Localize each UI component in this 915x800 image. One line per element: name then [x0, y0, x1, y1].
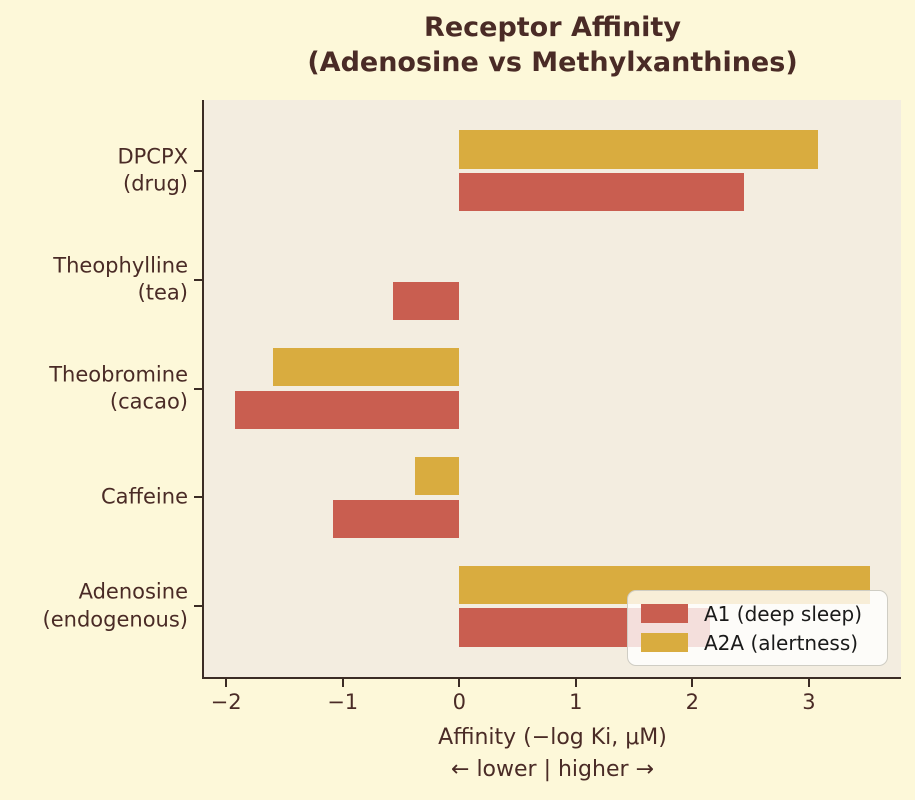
x-tick-label-0: −2 [210, 690, 242, 714]
plot-area: A1 (deep sleep) A2A (alertness) [204, 100, 901, 677]
bar-a1-2 [235, 390, 460, 429]
y-tick-mark-0 [194, 169, 202, 172]
legend-swatch-a1 [641, 604, 688, 623]
x-tick-label-1: −1 [327, 690, 359, 714]
y-tick-label-4: Adenosine (endogenous) [42, 579, 188, 632]
x-tick-mark-3 [574, 679, 577, 687]
y-tick-mark-3 [194, 496, 202, 499]
bar-a2a-2 [272, 348, 460, 387]
y-tick-label-2: Theobromine (cacao) [49, 362, 188, 414]
x-axis-label-sub: ← lower | higher → [451, 756, 654, 782]
bar-a2a-0 [459, 130, 819, 169]
y-tick-label-3: Caffeine [101, 484, 188, 509]
y-tick-mark-2 [194, 387, 202, 390]
y-tick-label-0: DPCPX (drug) [117, 144, 188, 196]
bar-a1-0 [459, 172, 744, 212]
legend-label-a1: A1 (deep sleep) [704, 601, 863, 626]
x-tick-label-2: 0 [452, 690, 466, 714]
x-tick-mark-2 [458, 679, 461, 687]
legend-label-a2a: A2A (alertness) [704, 630, 859, 655]
x-tick-mark-1 [341, 679, 344, 687]
y-tick-label-1: Theophylline (tea) [53, 253, 188, 305]
x-tick-label-4: 2 [685, 690, 700, 714]
x-axis-label: Affinity (−log Ki, μM) ← lower | higher … [204, 722, 901, 786]
x-tick-mark-5 [807, 679, 810, 687]
x-axis-spine [202, 677, 901, 679]
x-axis-label-main: Affinity (−log Ki, μM) [438, 725, 667, 750]
x-tick-mark-0 [225, 679, 228, 687]
x-tick-label-5: 3 [802, 690, 816, 714]
bar-a1-3 [333, 499, 460, 538]
x-tick-mark-4 [691, 679, 694, 687]
y-axis-spine [202, 100, 204, 679]
y-tick-mark-4 [194, 605, 202, 608]
legend: A1 (deep sleep) A2A (alertness) [627, 590, 888, 666]
y-tick-mark-1 [194, 278, 202, 281]
chart-title: Receptor Affinity (Adenosine vs Methylxa… [307, 12, 798, 79]
legend-item-a2a: A2A (alertness) [641, 631, 874, 655]
legend-item-a1: A1 (deep sleep) [641, 602, 874, 626]
bar-a1-1 [392, 281, 460, 320]
x-tick-label-3: 1 [569, 690, 583, 714]
legend-swatch-a2a [641, 633, 688, 652]
bar-a2a-3 [414, 457, 460, 496]
